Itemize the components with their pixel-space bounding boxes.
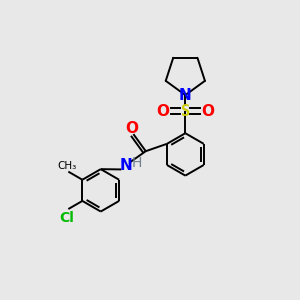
Text: N: N [179, 88, 192, 103]
Text: CH₃: CH₃ [57, 161, 76, 171]
Text: O: O [126, 121, 139, 136]
Text: O: O [201, 103, 214, 118]
Text: Cl: Cl [59, 211, 74, 224]
Text: S: S [181, 103, 190, 118]
Text: O: O [157, 103, 169, 118]
Text: N: N [119, 158, 132, 173]
Text: H: H [132, 156, 142, 170]
